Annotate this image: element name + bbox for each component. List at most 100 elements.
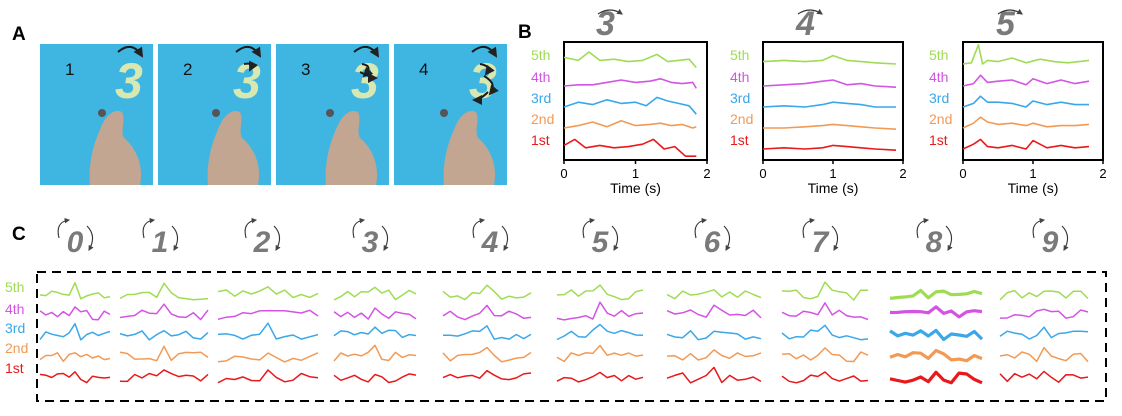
series-line-4th xyxy=(563,78,697,89)
sensor-dot xyxy=(326,109,334,117)
trace-3rd xyxy=(666,330,762,341)
stroke-arrow xyxy=(352,217,366,239)
digit-title: 0 xyxy=(67,226,84,259)
series-line-4th xyxy=(962,74,1090,87)
trace-1st xyxy=(39,371,111,384)
trace-1st xyxy=(999,370,1089,383)
trace-3rd xyxy=(781,324,869,341)
stroke-arrow xyxy=(244,217,258,239)
trace-2nd xyxy=(999,346,1089,363)
trace-2nd xyxy=(217,352,319,363)
trace-4th xyxy=(999,308,1089,319)
x-tick-label: 2 xyxy=(1099,166,1106,181)
motion-arrow xyxy=(117,45,144,58)
x-axis-label: Time (s) xyxy=(1008,180,1059,196)
trace-3rd xyxy=(889,328,984,342)
trace-5th xyxy=(333,286,417,301)
digit-title: 6 xyxy=(704,226,721,259)
digit-trace-group: 0 xyxy=(39,217,111,384)
row-label-1st: 1st xyxy=(531,132,550,148)
row-label-2nd: 2nd xyxy=(5,340,28,356)
panel-b-letter: B xyxy=(518,22,532,43)
trace-3rd xyxy=(999,326,1089,340)
chart-title-digit: 5 xyxy=(996,5,1016,43)
x-tick-label: 0 xyxy=(560,166,567,181)
series-line-1st xyxy=(563,138,697,157)
series-line-3rd xyxy=(962,95,1089,108)
written-digit: 3 xyxy=(233,53,261,109)
stroke-arrow xyxy=(171,225,179,251)
digit-trace-group: 3 xyxy=(333,217,417,384)
motion-arrow xyxy=(235,45,262,58)
stroke-arrow xyxy=(86,225,94,251)
stroke-arrow xyxy=(945,225,953,251)
chart-title-digit: 3 xyxy=(596,5,615,43)
trace-4th xyxy=(781,302,869,321)
trace-1st xyxy=(556,371,644,383)
sensor-dot xyxy=(440,109,448,117)
digit-title: 1 xyxy=(152,226,169,259)
digit-title: 2 xyxy=(253,226,271,259)
stroke-arrow xyxy=(57,217,71,239)
trace-5th xyxy=(556,284,644,301)
trace-4th xyxy=(889,305,983,319)
trace-5th xyxy=(666,289,762,300)
frame-number: 2 xyxy=(183,60,192,79)
motion-arrow xyxy=(472,91,489,105)
x-tick-label: 1 xyxy=(1029,166,1036,181)
series-line-5th xyxy=(962,43,1090,65)
trace-3rd xyxy=(119,329,209,341)
trace-5th xyxy=(889,288,983,300)
series-line-2nd xyxy=(763,123,897,130)
trace-4th xyxy=(556,301,644,321)
stroke-arrow xyxy=(273,225,281,251)
row-label-5th: 5th xyxy=(929,47,948,63)
stroke-arrow xyxy=(802,217,816,239)
stroke-arrow xyxy=(142,217,156,239)
x-tick-label: 0 xyxy=(759,166,766,181)
stroke-arrow xyxy=(611,225,619,251)
chart-b-3: 5 5th 4th 3rd 2nd 1st 0 1 2 Time (s) xyxy=(929,5,1107,196)
trace-5th xyxy=(781,281,869,301)
trace-2nd xyxy=(556,344,644,363)
sensor-dot xyxy=(98,109,106,117)
digit-trace-group: 9 xyxy=(999,217,1089,383)
trace-5th xyxy=(39,282,111,300)
row-label-5th: 5th xyxy=(5,279,24,295)
series-line-3rd xyxy=(563,96,697,115)
trace-1st xyxy=(889,370,983,385)
digit-title: 7 xyxy=(812,226,830,259)
trace-5th xyxy=(442,284,532,301)
trace-4th xyxy=(666,304,762,319)
stroke-arrow xyxy=(831,225,839,251)
trace-5th xyxy=(119,282,209,301)
trace-4th xyxy=(333,307,417,320)
stroke-arrow xyxy=(501,225,509,251)
hand xyxy=(89,110,142,185)
digit-trace-group: 5 xyxy=(556,217,644,383)
digit-title: 9 xyxy=(1042,226,1059,259)
motion-arrow xyxy=(471,45,498,58)
stroke-arrow xyxy=(597,8,623,15)
row-label-4th: 4th xyxy=(5,301,24,317)
chart-b-2: 4 5th 4th 3rd 2nd 1st 0 1 2 Time (s) xyxy=(730,5,907,196)
series-line-5th xyxy=(563,51,697,69)
digit-title: 3 xyxy=(362,226,379,259)
digit-trace-group: 2 xyxy=(217,217,319,384)
stroke-arrow xyxy=(723,225,731,251)
motion-arrow xyxy=(243,60,259,72)
series-line-3rd xyxy=(762,101,896,108)
row-label-2nd: 2nd xyxy=(730,111,753,127)
trace-1st xyxy=(119,369,209,383)
trace-1st xyxy=(333,373,417,384)
digit-trace-group: 7 xyxy=(781,217,869,384)
trace-3rd xyxy=(443,325,532,340)
stroke-arrow xyxy=(997,8,1023,15)
trace-3rd xyxy=(333,326,417,339)
trace-1st xyxy=(442,369,532,381)
x-axis-label: Time (s) xyxy=(610,180,661,196)
x-tick-label: 0 xyxy=(959,166,966,181)
